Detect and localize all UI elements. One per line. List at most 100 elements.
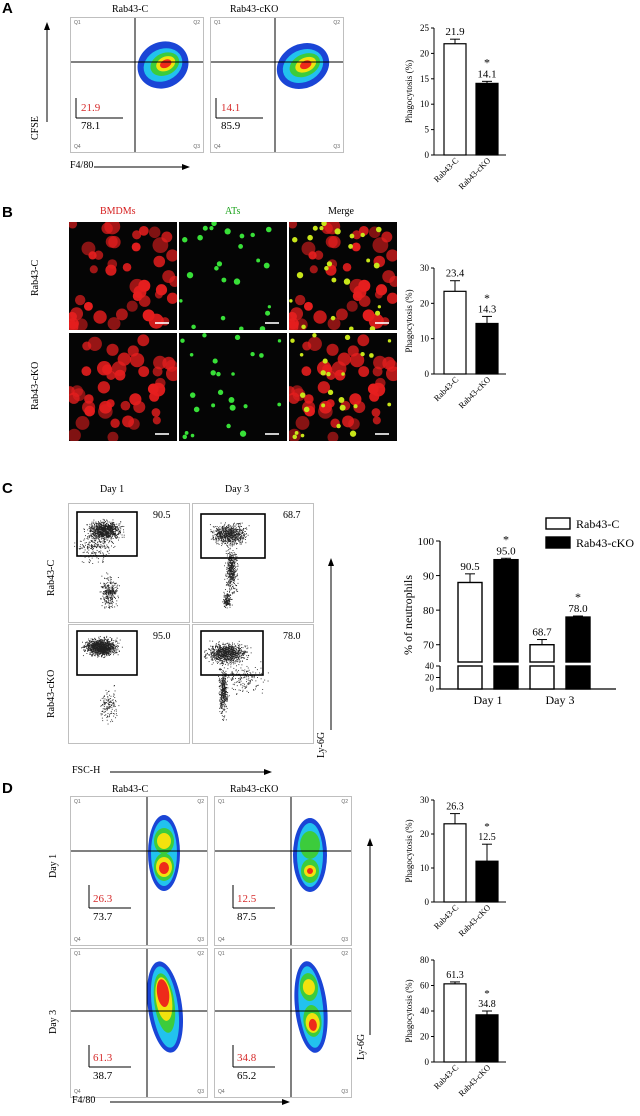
y-tick-label: 10 <box>420 863 430 873</box>
gate-value-bottom: 85.9 <box>221 120 241 132</box>
legend-swatch <box>545 517 571 530</box>
y-tick-label: 90 <box>423 571 435 583</box>
col-title: Merge <box>328 206 354 217</box>
x-tick-label: Rab43-cKO <box>456 1062 492 1098</box>
chart-d-day1: 0 10 20 30 Phagocytosis (%) 26.3 Rab43-C 12.5* R… <box>404 795 506 938</box>
gate-value-bottom: 65.2 <box>237 1070 257 1082</box>
density-blob <box>71 797 207 945</box>
significance-star: * <box>484 55 490 69</box>
bar <box>457 581 483 663</box>
y-tick-label: 0 <box>425 1057 430 1067</box>
micrograph-merge-c <box>289 222 397 330</box>
gate-value-top: 61.3 <box>93 1052 113 1064</box>
gate-box <box>76 511 138 557</box>
axis-label-x: FSC-H <box>72 765 101 776</box>
data-label: 23.4 <box>446 269 465 280</box>
col-title: Rab43-C <box>112 4 149 15</box>
axis-label-y: Ly-6G <box>356 1033 367 1060</box>
gate-value: 68.7 <box>283 510 301 521</box>
col-title: Rab43-cKO <box>230 4 279 15</box>
flow-plot-d-day3-c: Q1 Q2 Q4 Q3 61.3 38.7 <box>70 948 208 1098</box>
micrograph-merge-cko <box>289 333 397 441</box>
y-tick-label: 40 <box>420 1006 430 1016</box>
micrograph-image <box>69 222 177 330</box>
significance-star: * <box>484 293 490 305</box>
y-axis-label: Phagocytosis (%) <box>404 289 414 352</box>
y-tick-label: 20 <box>420 1032 430 1042</box>
y-tick-label: 25 <box>420 23 430 33</box>
scatter-plot-c-day3-c: 68.7 <box>192 503 314 623</box>
bar <box>565 616 591 663</box>
y-tick-label: 60 <box>420 981 430 991</box>
y-axis-label: % of neutrophils <box>401 575 415 655</box>
gate-box <box>200 513 266 559</box>
flow-plot-d-day1-cko: Q1 Q2 Q4 Q3 12.5 87.5 <box>214 796 352 946</box>
gate-box <box>200 630 264 676</box>
density-blob <box>215 797 351 945</box>
col-title: Rab43-cKO <box>230 784 279 795</box>
col-title: ATs <box>225 206 241 217</box>
bar-lower <box>457 665 483 690</box>
panel-label-d: D <box>2 780 13 797</box>
scatter-plot-c-day3-cko: 78.0 <box>192 624 314 744</box>
significance-star: * <box>575 590 581 604</box>
bar <box>493 558 519 663</box>
y-tick-label: 0 <box>425 150 430 160</box>
micrograph-image <box>179 222 279 330</box>
chart-d-day3: 0 20 40 60 80 Phagocytosis (%) 61.3 Rab43-C 34.8… <box>404 955 506 1098</box>
panel-c-axes <box>110 558 334 775</box>
y-tick-label: 20 <box>420 829 430 839</box>
y-axis-label: Phagocytosis (%) <box>404 979 414 1042</box>
micrograph-image <box>69 334 177 441</box>
flow-plot-d-day1-c: Q1 Q2 Q4 Q3 26.3 73.7 <box>70 796 208 946</box>
y-axis-label: Phagocytosis (%) <box>404 60 414 123</box>
y-tick-label: 80 <box>423 605 435 617</box>
gate-value-bottom: 87.5 <box>237 911 257 923</box>
x-tick-label: Day 1 <box>474 693 503 707</box>
y-tick-label: 5 <box>425 125 430 135</box>
bar <box>443 290 467 375</box>
y-tick-label: 70 <box>423 640 435 652</box>
data-label: 68.7 <box>532 627 552 639</box>
y-tick-label: 80 <box>420 955 430 965</box>
bar-lower <box>565 665 591 690</box>
significance-star: * <box>484 988 490 1000</box>
gate-value: 90.5 <box>153 510 171 521</box>
gate-value-top: 26.3 <box>93 893 113 905</box>
bar-lower <box>529 665 555 690</box>
flow-plot-a2: Q1 Q2 Q4 Q3 14.1 85.9 <box>210 17 344 153</box>
data-label: 12.5 <box>478 832 496 843</box>
y-tick-label: 40 <box>425 661 435 671</box>
bar <box>529 644 555 663</box>
gate-value-bottom: 73.7 <box>93 911 113 923</box>
bar <box>443 823 467 903</box>
gate-value-bottom: 78.1 <box>81 120 101 132</box>
gate-value-top: 14.1 <box>221 102 241 114</box>
col-title: Day 1 <box>100 484 125 495</box>
legend-label: Rab43-cKO <box>576 536 634 550</box>
significance-star: * <box>484 821 490 833</box>
y-tick-label: 20 <box>420 298 430 308</box>
col-title: BMDMs <box>100 206 136 217</box>
data-label: 14.1 <box>477 68 496 80</box>
gate-value: 78.0 <box>283 631 301 642</box>
y-axis-label: Phagocytosis (%) <box>404 819 414 882</box>
micrograph-bmdms-cko <box>69 333 177 441</box>
micrograph-bmdms-c <box>69 222 177 330</box>
col-title: Rab43-C <box>112 784 149 795</box>
bar <box>475 1014 499 1063</box>
micrograph-ats-cko <box>179 333 287 441</box>
density-blob <box>211 18 343 152</box>
density-blob <box>215 949 351 1097</box>
data-label: 21.9 <box>445 26 465 38</box>
micrograph-image <box>180 333 282 440</box>
gate-value-top: 12.5 <box>237 893 257 905</box>
axis-label-x: F4/80 <box>70 160 94 171</box>
data-label: 61.3 <box>446 970 464 981</box>
col-title: Day 3 <box>225 484 250 495</box>
data-label: 78.0 <box>568 603 588 615</box>
micrograph-image <box>289 333 397 441</box>
